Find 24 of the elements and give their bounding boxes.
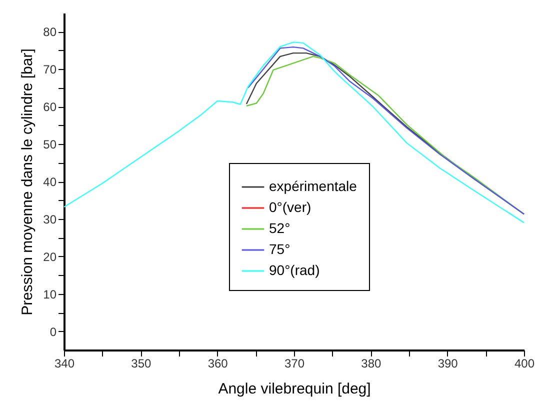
y-tick-label: 30 bbox=[43, 212, 57, 226]
y-tick-label: 40 bbox=[43, 175, 57, 189]
legend-label: expérimentale bbox=[269, 178, 358, 194]
y-tick-label: 80 bbox=[43, 25, 57, 40]
x-axis-title: Angle vilebrequin [deg] bbox=[218, 380, 371, 398]
y-tick-label: 20 bbox=[43, 250, 57, 264]
legend-label: 0°(ver) bbox=[269, 199, 312, 215]
y-tick-label: 0 bbox=[50, 324, 57, 339]
legend-label: 75° bbox=[269, 241, 290, 257]
x-tick-label: 340 bbox=[54, 356, 75, 370]
y-tick-label: 50 bbox=[43, 138, 57, 152]
line-series bbox=[63, 42, 525, 224]
x-tick-label: 380 bbox=[361, 356, 382, 370]
x-tick-label: 400 bbox=[514, 356, 535, 370]
legend-label: 90°(rad) bbox=[269, 262, 320, 278]
y-tick-label: 60 bbox=[43, 100, 57, 114]
x-tick-label: 390 bbox=[438, 356, 458, 370]
x-tick-label: 350 bbox=[131, 356, 152, 370]
y-tick-label: 70 bbox=[43, 62, 57, 77]
x-tick-label: 370 bbox=[284, 356, 305, 370]
y-tick-label: 10 bbox=[43, 287, 57, 302]
x-tick-label: 360 bbox=[208, 356, 228, 370]
legend-label: 52° bbox=[269, 220, 290, 236]
y-axis-title: Pression moyenne dans le cylindre [bar] bbox=[19, 48, 36, 316]
